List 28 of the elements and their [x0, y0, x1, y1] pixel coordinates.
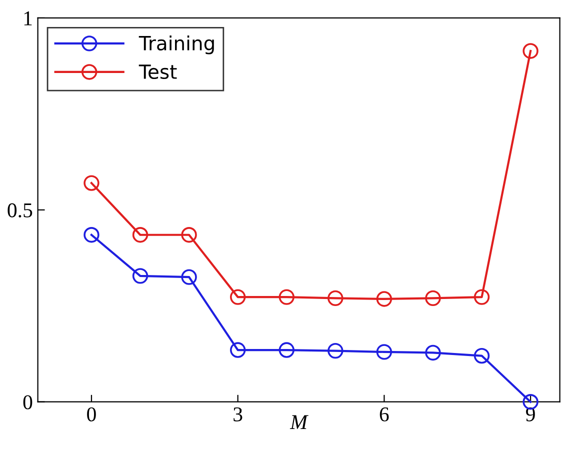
point: [474, 289, 490, 305]
x-tick-label: 3: [234, 407, 242, 422]
y-tick-label: 0: [23, 395, 32, 410]
legend-label: Training: [138, 35, 214, 54]
point: [132, 268, 148, 284]
y-tick-label: 0.5: [8, 203, 32, 218]
point: [328, 342, 344, 359]
legend-label: Test: [138, 64, 177, 80]
x-tick-label: 6: [380, 407, 389, 422]
x-tick-label: 0: [87, 407, 96, 422]
point: [84, 227, 100, 243]
point: [328, 290, 344, 306]
point: [84, 175, 100, 191]
point: [132, 227, 148, 243]
point: [474, 348, 490, 364]
point: [230, 342, 246, 358]
y-tick-label: 1: [24, 11, 32, 26]
point: [425, 344, 441, 361]
point: [278, 289, 294, 305]
point: [376, 291, 392, 307]
point: [278, 342, 294, 358]
point: [425, 290, 441, 306]
point: [230, 289, 246, 305]
point: [181, 227, 197, 243]
point: [522, 43, 538, 59]
point: [181, 269, 197, 285]
point: [376, 344, 392, 360]
x-axis-title: M: [290, 415, 308, 429]
